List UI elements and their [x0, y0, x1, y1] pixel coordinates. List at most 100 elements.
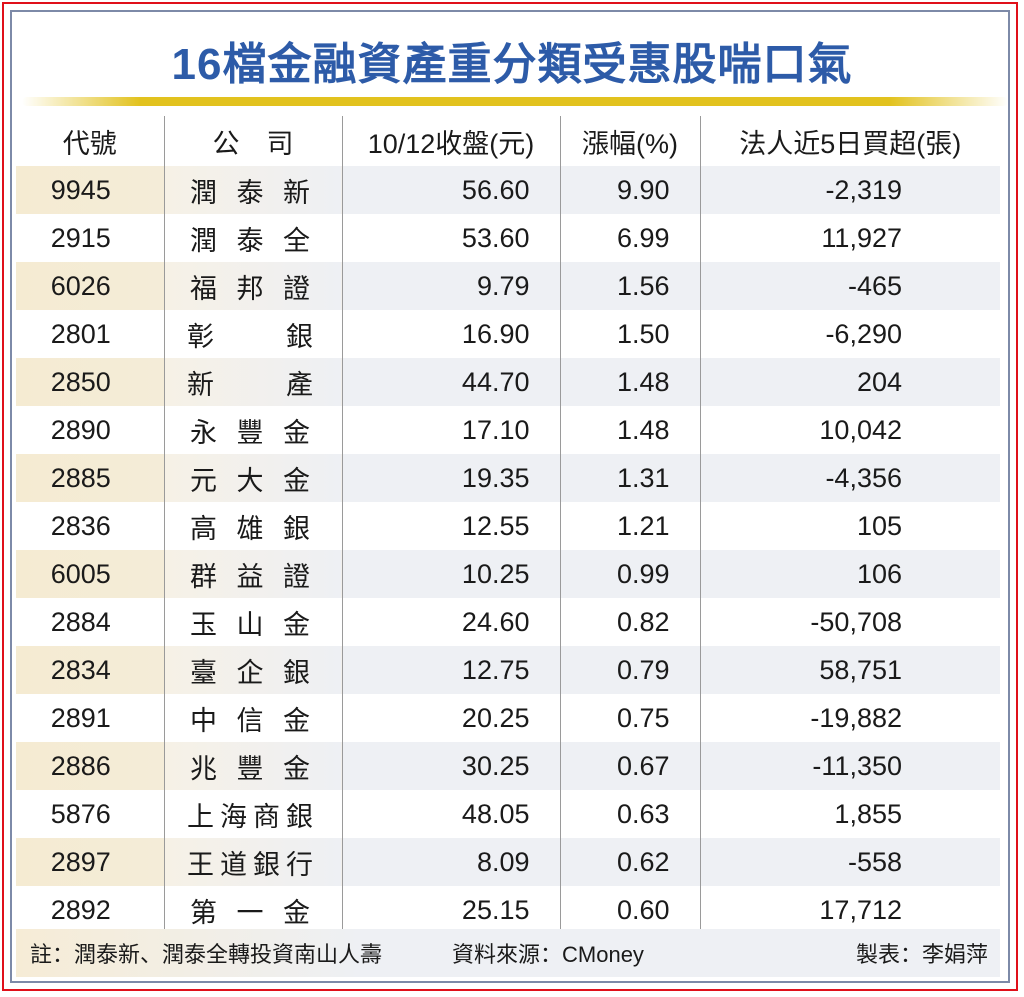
- cell-close: 19.35: [341, 454, 560, 502]
- table-row: 2897 王道銀行 8.09 0.62 -558: [16, 838, 1000, 886]
- cell-net-buy: -6,290: [699, 310, 1000, 358]
- cell-company: 彰 銀: [163, 310, 342, 358]
- cell-net-buy: 58,751: [699, 646, 1000, 694]
- cell-net-buy: 17,712: [699, 886, 1000, 934]
- table-row: 5876 上海商銀 48.05 0.63 1,855: [16, 790, 1000, 838]
- cell-code: 2897: [16, 838, 164, 886]
- cell-close: 48.05: [341, 790, 560, 838]
- cell-code: 2801: [50, 318, 111, 349]
- cell-code: 6005: [16, 550, 164, 598]
- cell-company: 潤 泰 全: [163, 214, 342, 262]
- table-row: 2834 臺 企 銀 12.75 0.79 58,751: [16, 646, 1000, 694]
- cell-change: 0.99: [559, 550, 700, 598]
- data-source: 資料來源：CMoney: [452, 942, 644, 967]
- cell-code: 2891: [50, 702, 111, 733]
- cell-close: 10.25: [341, 550, 560, 598]
- table-row: 2801 彰 銀 16.90 1.50 -6,290: [16, 310, 1000, 358]
- cell-code: 6026: [16, 262, 164, 310]
- table-row: 2886 兆 豐 金 30.25 0.67 -11,350: [16, 742, 1000, 790]
- table-footer: 註：潤泰新、潤泰全轉投資南山人壽 資料來源：CMoney 製表：李娟萍: [16, 929, 1000, 977]
- cell-close: 9.79: [341, 262, 560, 310]
- cell-company: 玉 山 金: [163, 598, 342, 646]
- cell-change: 0.60: [559, 886, 700, 934]
- table-row: 9945 潤 泰 新 56.60 9.90 -2,319: [16, 166, 1000, 214]
- cell-change: 1.56: [559, 262, 700, 310]
- cell-company: 臺 企 銀: [163, 646, 342, 694]
- cell-net-buy: -11,350: [699, 742, 1000, 790]
- cell-code: 2850: [16, 358, 164, 406]
- cell-change: 0.79: [559, 646, 700, 694]
- footnote: 註：潤泰新、潤泰全轉投資南山人壽: [30, 942, 383, 967]
- cell-company: 中 信 金: [163, 694, 342, 742]
- cell-close: 12.55: [341, 502, 560, 550]
- cell-company: 元 大 金: [163, 454, 342, 502]
- table-header-row: 代號 公 司 10/12收盤(元) 漲幅(%) 法人近5日買超(張): [16, 116, 1000, 166]
- cell-net-buy: -50,708: [699, 598, 1000, 646]
- table-row: 6026 福 邦 證 9.79 1.56 -465: [16, 262, 1000, 310]
- cell-close: 12.75: [341, 646, 560, 694]
- cell-code: 2886: [16, 742, 164, 790]
- cell-close: 25.15: [341, 886, 560, 934]
- cell-code: 2915: [50, 222, 111, 253]
- table-row: 2892 第 一 金 25.15 0.60 17,712: [16, 886, 1000, 934]
- header-net-buy: 法人近5日買超(張): [699, 116, 1000, 166]
- cell-company: 潤 泰 新: [163, 166, 342, 214]
- header-code: 代號: [62, 128, 117, 159]
- cell-company: 高 雄 銀: [163, 502, 342, 550]
- cell-net-buy: -558: [699, 838, 1000, 886]
- cell-change: 1.31: [559, 454, 700, 502]
- cell-close: 16.90: [341, 310, 560, 358]
- stock-table: 代號 公 司 10/12收盤(元) 漲幅(%) 法人近5日買超(張) 9945 潤…: [16, 116, 1000, 934]
- cell-company: 群 益 證: [163, 550, 342, 598]
- cell-company: 永 豐 金: [163, 406, 342, 454]
- cell-net-buy: 10,042: [699, 406, 1000, 454]
- header-change: 漲幅(%): [559, 116, 700, 166]
- cell-code: 2892: [50, 894, 111, 925]
- cell-company: 上海商銀: [163, 790, 342, 838]
- cell-change: 0.63: [559, 790, 700, 838]
- cell-net-buy: 11,927: [699, 214, 1000, 262]
- cell-company: 王道銀行: [163, 838, 342, 886]
- cell-net-buy: -4,356: [699, 454, 1000, 502]
- cell-code: 2884: [50, 606, 111, 637]
- cell-close: 44.70: [341, 358, 560, 406]
- cell-code: 5876: [50, 798, 111, 829]
- cell-code: 2834: [16, 646, 164, 694]
- table-row: 2915 潤 泰 全 53.60 6.99 11,927: [16, 214, 1000, 262]
- table-row: 2836 高 雄 銀 12.55 1.21 105: [16, 502, 1000, 550]
- header-company: 公 司: [163, 116, 342, 166]
- cell-close: 30.25: [341, 742, 560, 790]
- cell-close: 24.60: [341, 598, 560, 646]
- cell-net-buy: -19,882: [699, 694, 1000, 742]
- cell-close: 8.09: [341, 838, 560, 886]
- table-row: 2890 永 豐 金 17.10 1.48 10,042: [16, 406, 1000, 454]
- cell-code: 2836: [50, 510, 111, 541]
- cell-net-buy: -2,319: [699, 166, 1000, 214]
- table-row: 2884 玉 山 金 24.60 0.82 -50,708: [16, 598, 1000, 646]
- table-row: 2885 元 大 金 19.35 1.31 -4,356: [16, 454, 1000, 502]
- table-row: 2891 中 信 金 20.25 0.75 -19,882: [16, 694, 1000, 742]
- cell-change: 0.67: [559, 742, 700, 790]
- cell-net-buy: 106: [699, 550, 1000, 598]
- cell-net-buy: -465: [699, 262, 1000, 310]
- cell-code: 2890: [50, 414, 111, 445]
- cell-change: 1.50: [559, 310, 700, 358]
- cell-company: 新 產: [163, 358, 342, 406]
- cell-close: 56.60: [341, 166, 560, 214]
- cell-change: 0.75: [559, 694, 700, 742]
- cell-change: 6.99: [559, 214, 700, 262]
- cell-net-buy: 1,855: [699, 790, 1000, 838]
- cell-company: 兆 豐 金: [163, 742, 342, 790]
- cell-net-buy: 105: [699, 502, 1000, 550]
- cell-net-buy: 204: [699, 358, 1000, 406]
- cell-change: 1.48: [559, 358, 700, 406]
- cell-change: 1.21: [559, 502, 700, 550]
- cell-code: 9945: [16, 166, 164, 214]
- cell-code: 2885: [16, 454, 164, 502]
- header-close: 10/12收盤(元): [341, 116, 560, 166]
- title-divider: [22, 97, 1008, 106]
- table-maker: 製表：李娟萍: [855, 942, 988, 967]
- cell-company: 福 邦 證: [163, 262, 342, 310]
- cell-change: 9.90: [559, 166, 700, 214]
- table-row: 2850 新 產 44.70 1.48 204: [16, 358, 1000, 406]
